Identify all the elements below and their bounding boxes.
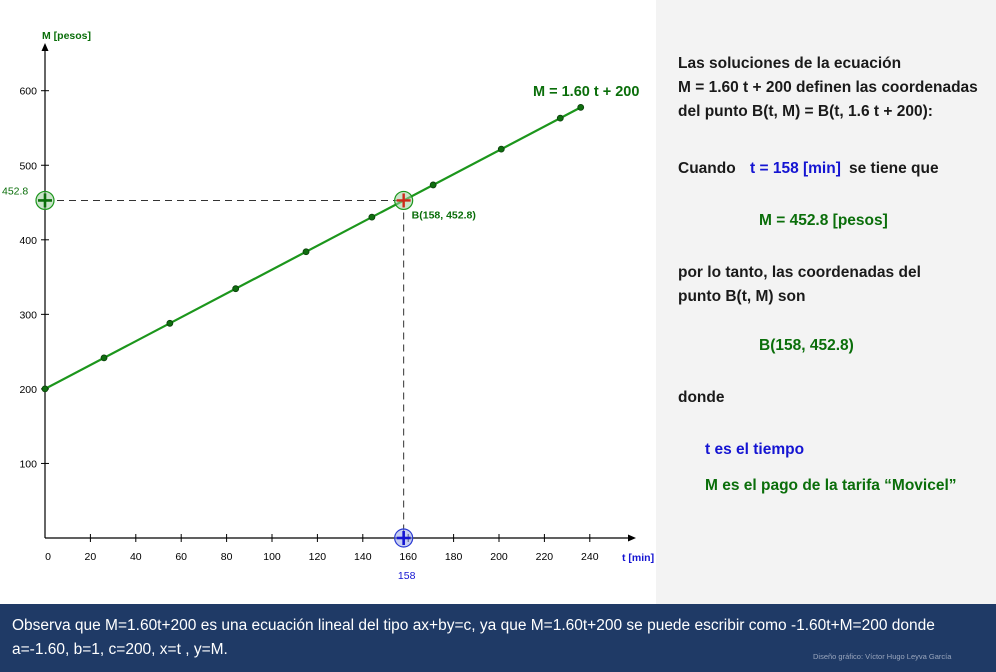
x-tick-label: 40	[130, 551, 142, 563]
x-tick-label: 160	[399, 551, 417, 563]
panel-line-3: del punto B(t, M) = B(t, 1.6 t + 200):	[678, 103, 933, 120]
x-tick-label: 100	[263, 551, 281, 563]
x-tick-label: 140	[354, 551, 372, 563]
x-tick-label: 180	[445, 551, 463, 563]
x-tick-label: 80	[221, 551, 233, 563]
footer-bar: Observa que M=1.60t+200 es una ecuación …	[0, 604, 996, 672]
panel-m-definition: M es el pago de la tarifa “Movicel”	[705, 477, 957, 494]
x-tick-label: 20	[85, 551, 97, 563]
panel-line-2: M = 1.60 t + 200 definen las coordenadas	[678, 79, 978, 96]
panel-m-value: M = 452.8 [pesos]	[759, 212, 888, 229]
data-point	[577, 103, 585, 111]
y-marker-label: 452.8	[2, 185, 28, 197]
panel-b-value: B(158, 452.8)	[759, 337, 854, 354]
explanation-panel: Las soluciones de la ecuación M = 1.60 t…	[656, 0, 996, 604]
footer-text: Observa que M=1.60t+200 es una ecuación …	[12, 617, 935, 658]
chart: t [min] M [pesos] 0 20 40 60 80 100 120 140 160 180…	[2, 30, 654, 582]
data-point	[368, 213, 376, 221]
panel-donde: donde	[678, 389, 725, 406]
plot-area: t [min] M [pesos] 0 20 40 60 80 100 120 140 160 180…	[2, 30, 655, 582]
x-tick-label: 120	[309, 551, 327, 563]
data-point	[232, 285, 240, 293]
data-point	[41, 385, 49, 393]
x-tick-label: 60	[175, 551, 187, 563]
credit-text: Diseño gráfico: Víctor Hugo Leyva García	[813, 652, 952, 661]
panel-cuando: Cuando	[678, 160, 736, 177]
equation-label: M = 1.60 t + 200	[533, 84, 639, 100]
data-point	[302, 248, 310, 256]
data-point	[429, 181, 437, 189]
highlight-point-label: B(158, 452.8)	[412, 209, 476, 221]
x-tick-label: 220	[536, 551, 554, 563]
data-point	[100, 354, 108, 362]
y-tick-label: 400	[19, 235, 37, 247]
data-point	[166, 319, 174, 327]
panel-line-1: Las soluciones de la ecuación	[678, 55, 902, 72]
panel-line-6: punto B(t, M) son	[678, 288, 806, 305]
x-tick-label: 0	[45, 551, 51, 563]
y-tick-label: 600	[19, 86, 37, 98]
x-axis-arrow	[628, 534, 636, 542]
data-point	[556, 114, 564, 122]
y-tick-label: 100	[19, 458, 37, 470]
data-point	[497, 145, 505, 153]
y-axis-arrow	[41, 43, 49, 51]
y-axis-label: M [pesos]	[42, 30, 91, 42]
panel-t-value: t = 158 [min]	[750, 160, 841, 177]
y-tick-label: 300	[19, 309, 37, 321]
panel-t-definition: t es el tiempo	[705, 441, 805, 458]
panel-line-5: por lo tanto, las coordenadas del	[678, 264, 921, 281]
x-tick-label: 240	[581, 551, 599, 563]
x-marker-label: 158	[398, 570, 416, 582]
panel-se-tiene: se tiene que	[849, 160, 939, 177]
y-tick-label: 200	[19, 384, 37, 396]
x-axis-label: t [min]	[622, 552, 654, 564]
x-tick-label: 200	[490, 551, 508, 563]
series-line	[44, 106, 582, 390]
y-tick-label: 500	[19, 160, 37, 172]
